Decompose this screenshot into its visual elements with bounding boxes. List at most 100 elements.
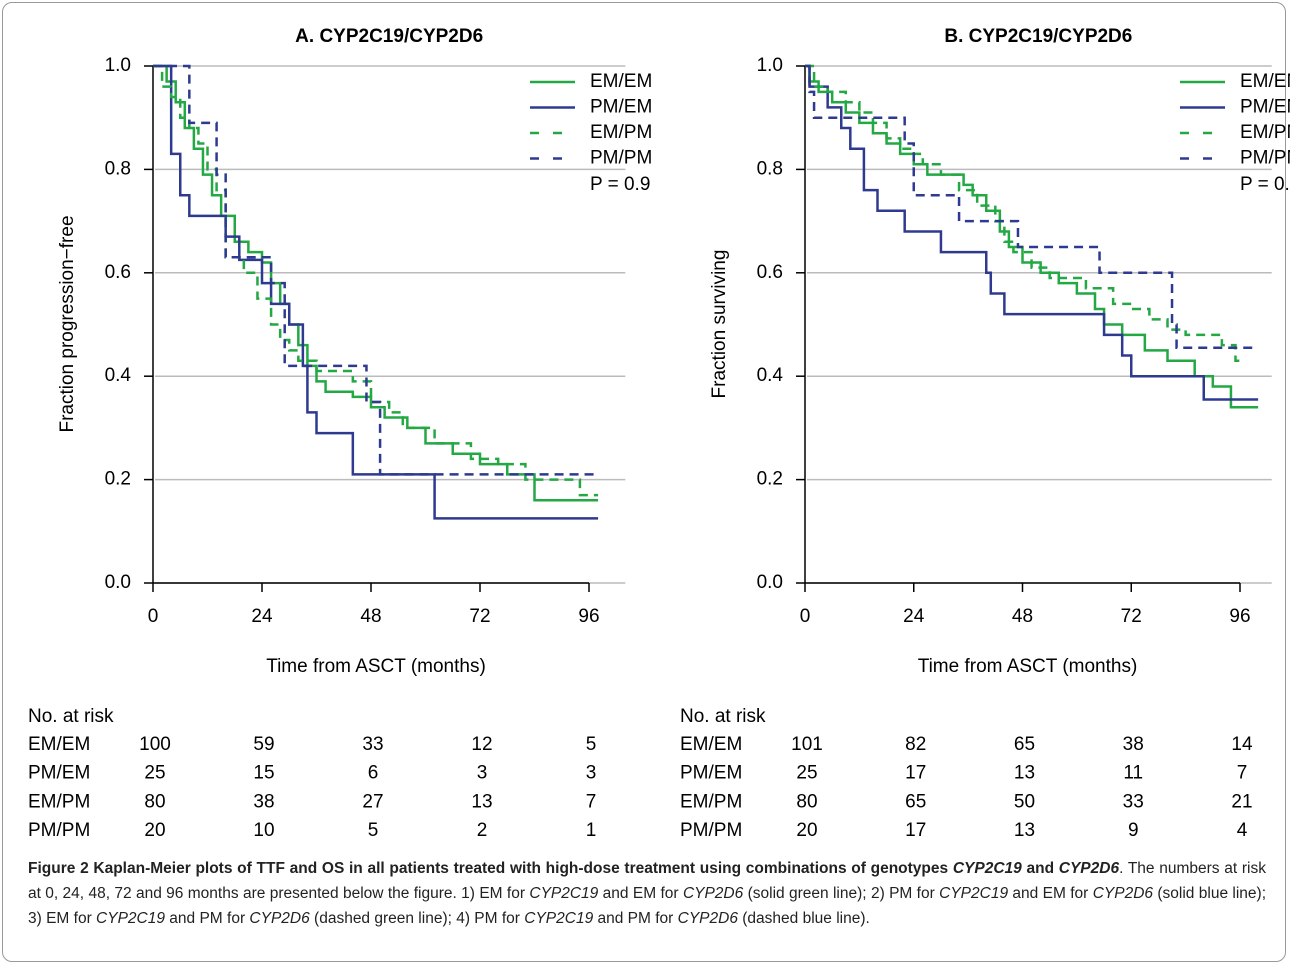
risk-count: 101 — [791, 734, 823, 755]
risk-count: 5 — [586, 734, 597, 755]
risk-count: 65 — [1014, 734, 1035, 755]
x-tick-label: 48 — [360, 606, 381, 627]
y-tick-label: 0.0 — [105, 572, 131, 593]
y-tick-label: 0.8 — [105, 158, 131, 179]
y-tick-label: 0.2 — [757, 469, 783, 490]
caption-text: Figure 2 Kaplan-Meier plots of TTF and O… — [28, 860, 953, 877]
legend-label: PM/EM — [1240, 97, 1290, 118]
caption-text: and EM for — [1008, 885, 1093, 902]
y-tick-label: 0.4 — [757, 365, 784, 386]
caption-text: CYP2C19 — [529, 885, 599, 902]
risk-count: 9 — [1128, 820, 1139, 841]
caption-text: CYP2D6 — [1092, 885, 1154, 902]
risk-count: 7 — [1237, 763, 1248, 784]
risk-count: 15 — [253, 763, 274, 784]
legend-label: PM/PM — [590, 148, 652, 169]
risk-row-name: PM/EM — [680, 763, 742, 784]
caption-text: CYP2C19 — [96, 910, 165, 927]
risk-count: 7 — [586, 791, 597, 812]
risk-count: 27 — [362, 791, 383, 812]
risk-row-name: EM/PM — [680, 791, 742, 812]
caption-text: CYP2C19 — [939, 885, 1009, 902]
risk-count: 65 — [905, 791, 926, 812]
risk-count: 10 — [253, 820, 274, 841]
risk-count: 80 — [796, 791, 817, 812]
caption-text: and PM for — [164, 910, 250, 927]
caption-text: CYP2D6 — [682, 885, 744, 902]
risk-count: 2 — [477, 820, 488, 841]
legend-label: EM/EM — [1240, 71, 1290, 92]
caption-text: CYP2C19 — [952, 860, 1022, 877]
x-tick-label: 24 — [903, 606, 925, 627]
km-curve — [805, 64, 1259, 409]
risk-count: 11 — [1123, 763, 1143, 784]
km-curve — [805, 64, 1240, 362]
caption-text: (dashed blue line). — [737, 910, 870, 927]
risk-count: 21 — [1231, 791, 1252, 812]
risk-count: 12 — [471, 734, 492, 755]
risk-count: 1 — [586, 820, 597, 841]
risk-count: 13 — [471, 791, 492, 812]
y-tick-label: 0.6 — [105, 262, 131, 283]
risk-count: 25 — [796, 763, 817, 784]
y-tick-label: 0.8 — [757, 158, 783, 179]
y-axis-label: Fraction progression−free — [57, 215, 78, 432]
caption-text: and EM for — [598, 885, 683, 902]
x-tick-label: 72 — [1121, 606, 1142, 627]
caption-text: and — [1021, 860, 1059, 877]
x-tick-label: 48 — [1012, 606, 1033, 627]
risk-count: 6 — [368, 763, 379, 784]
caption-text: CYP2D6 — [1058, 860, 1120, 877]
x-tick-label: 0 — [800, 606, 811, 627]
risk-count: 20 — [796, 820, 817, 841]
caption-text: CYP2D6 — [249, 910, 310, 927]
km-curve — [153, 64, 599, 476]
caption-text: CYP2C19 — [524, 910, 594, 927]
caption-text: (solid blue line); 3) EM for — [28, 885, 1267, 927]
legend-label: PM/EM — [590, 97, 652, 118]
y-tick-label: 0.6 — [757, 262, 783, 283]
risk-count: 38 — [1123, 734, 1144, 755]
p-value: P = 0.6 — [1240, 174, 1290, 195]
risk-row-name: EM/PM — [28, 791, 90, 812]
risk-row-name: PM/PM — [28, 820, 90, 841]
x-axis-label: Time from ASCT (months) — [918, 656, 1138, 677]
x-tick-label: 96 — [1229, 606, 1250, 627]
caption-text: and PM for — [593, 910, 678, 927]
risk-title: No. at risk — [680, 706, 766, 727]
risk-count: 3 — [586, 763, 597, 784]
risk-row-name: EM/EM — [680, 734, 742, 755]
y-tick-label: 1.0 — [757, 55, 783, 76]
y-tick-label: 0.0 — [757, 572, 783, 593]
risk-count: 38 — [253, 791, 274, 812]
risk-count: 20 — [144, 820, 165, 841]
legend-label: EM/EM — [590, 71, 652, 92]
risk-count: 17 — [905, 763, 926, 784]
risk-row-name: PM/PM — [680, 820, 742, 841]
p-value: P = 0.9 — [590, 174, 650, 195]
risk-count: 33 — [362, 734, 383, 755]
y-axis-label: Fraction surviving — [709, 250, 730, 399]
x-tick-label: 72 — [469, 606, 490, 627]
km-curve — [805, 64, 1259, 350]
risk-count: 59 — [253, 734, 274, 755]
risk-count: 17 — [905, 820, 926, 841]
caption-text: (dashed green line); 4) PM for — [309, 910, 525, 927]
risk-count: 13 — [1014, 763, 1035, 784]
risk-count: 50 — [1014, 791, 1035, 812]
risk-count: 33 — [1123, 791, 1144, 812]
x-tick-label: 0 — [148, 606, 159, 627]
risk-count: 5 — [368, 820, 379, 841]
risk-count: 100 — [139, 734, 171, 755]
x-tick-label: 24 — [251, 606, 273, 627]
caption-text: . The numbers at risk at 0, 24, 48, 72 a… — [28, 860, 1266, 902]
caption-text: (solid green line); 2) PM for — [743, 885, 940, 902]
risk-count: 25 — [144, 763, 165, 784]
risk-count: 80 — [144, 791, 165, 812]
x-axis-label: Time from ASCT (months) — [266, 656, 486, 677]
risk-row-name: EM/EM — [28, 734, 90, 755]
legend-label: PM/PM — [1240, 148, 1290, 169]
